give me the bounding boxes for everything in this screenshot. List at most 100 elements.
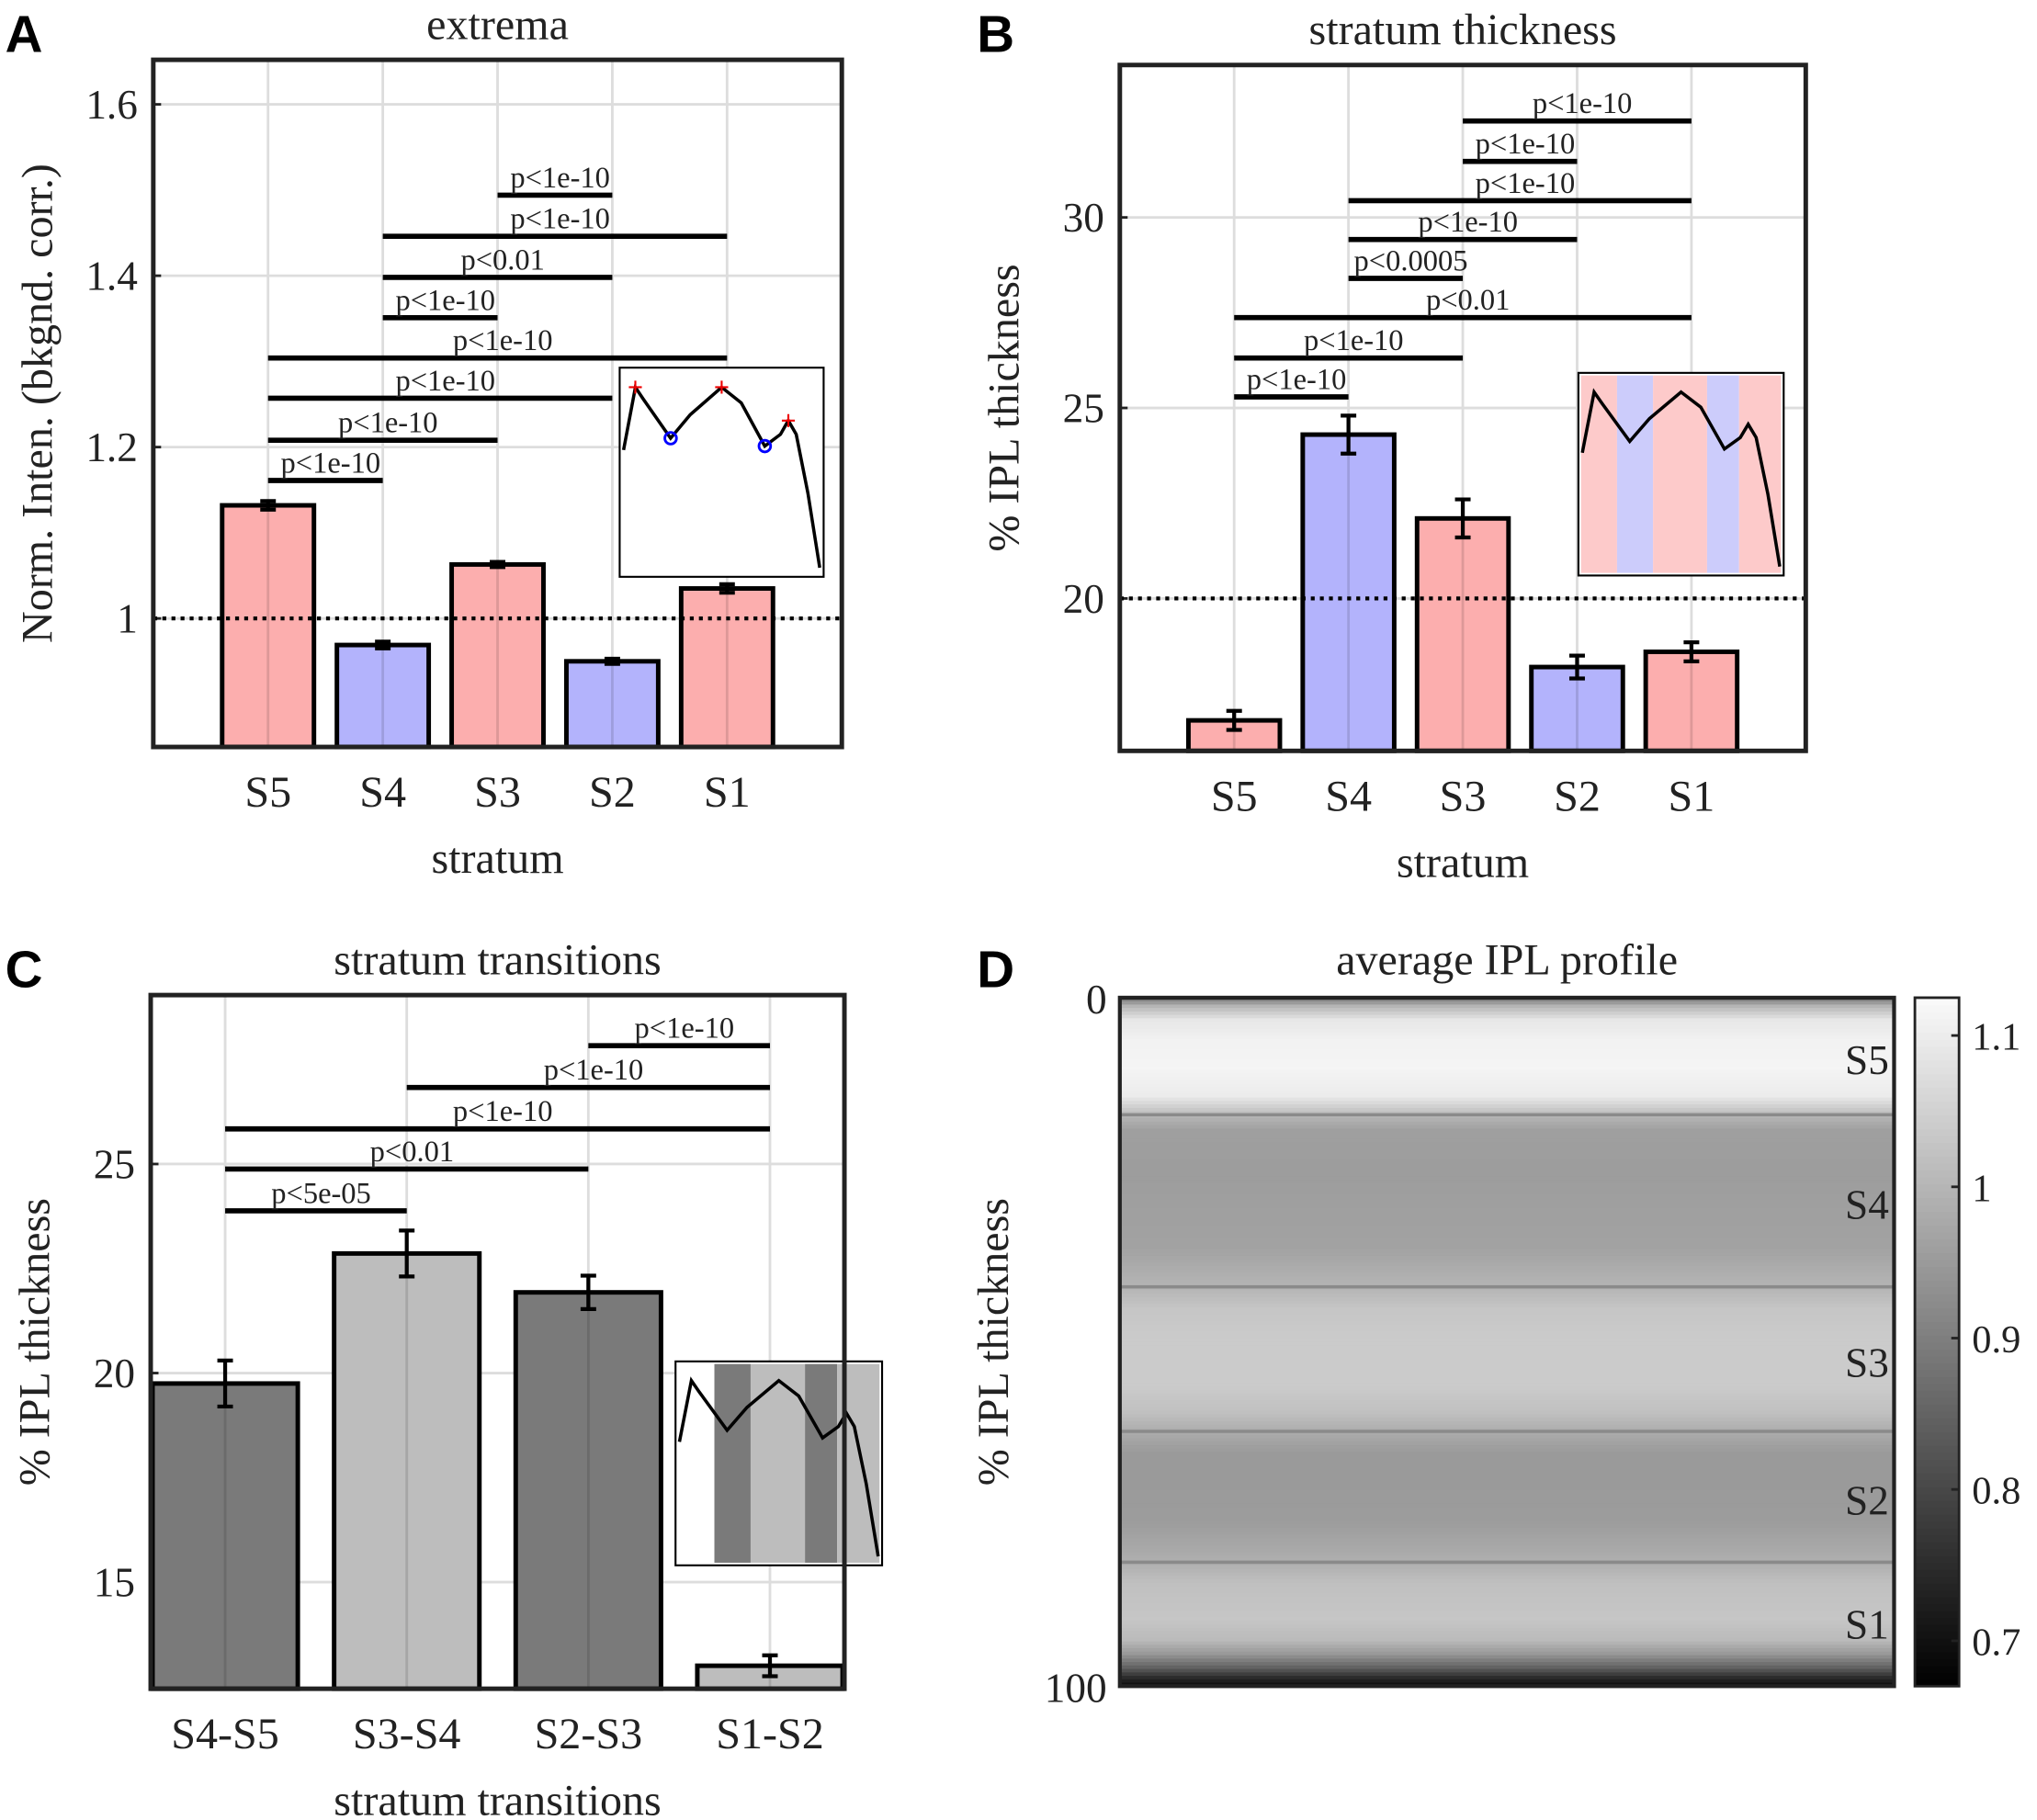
heatmap-row (1119, 1170, 1895, 1174)
heatmap-row (1119, 1180, 1895, 1185)
heatmap-row (1119, 1107, 1895, 1113)
colorbar-segment (1915, 1349, 1960, 1357)
colorbar-segment (1915, 1128, 1960, 1136)
heatmap-row (1119, 1035, 1895, 1040)
heatmap-row (1119, 1668, 1895, 1674)
heatmap-row (1119, 1173, 1895, 1178)
error-bar (1226, 708, 1242, 732)
heatmap-row (1119, 1059, 1895, 1064)
heatmap-row (1119, 1534, 1895, 1540)
heatmap-row (1119, 1651, 1895, 1656)
heatmap-row (1119, 1479, 1895, 1485)
heatmap-row (1119, 1541, 1895, 1546)
inset-profile-curve (677, 1376, 880, 1557)
heatmap-row (1119, 1489, 1895, 1495)
heatmap-row (1119, 1455, 1895, 1460)
colorbar-segment (1915, 1162, 1960, 1171)
heatmap-row (1119, 1376, 1895, 1381)
error-bar (719, 582, 735, 595)
colorbar-segment (1915, 1507, 1960, 1515)
y-axis-label: % IPL thickness (980, 264, 1029, 551)
x-tick-label: S1-S2 (716, 1710, 824, 1758)
y-tick-label: 20 (94, 1351, 135, 1396)
heatmap-row (1119, 1617, 1895, 1622)
colorbar-tick-label: 0.7 (1972, 1621, 2020, 1664)
colorbar-segment (1915, 1520, 1960, 1529)
colorbar-segment (1915, 1170, 1960, 1178)
stratum-label: S1 (1845, 1601, 1889, 1647)
colorbar-segment (1915, 1259, 1960, 1268)
heatmap-row (1119, 1493, 1895, 1498)
heatmap-row (1119, 1024, 1895, 1030)
heatmap-row (1119, 1038, 1895, 1044)
colorbar-segment (1915, 1589, 1960, 1598)
y-tick-label: 20 (1063, 576, 1104, 622)
heatmap-row (1119, 1613, 1895, 1619)
y-tick-label: 25 (1063, 386, 1104, 432)
colorbar-segment (1915, 1004, 1960, 1012)
colorbar-segment (1915, 1410, 1960, 1419)
heatmap-row (1119, 1648, 1895, 1653)
heatmap-row (1119, 1032, 1895, 1037)
colorbar-segment (1915, 1018, 1960, 1026)
heatmap-row (1119, 1159, 1895, 1164)
inset-stripe (1580, 375, 1617, 573)
heatmap-row (1119, 1162, 1895, 1168)
heatmap-row (1119, 1000, 1895, 1006)
colorbar-segment (1915, 1445, 1960, 1453)
heatmap-row (1119, 1593, 1895, 1598)
heatmap-row (1119, 1125, 1895, 1130)
x-tick-label: S4-S5 (171, 1710, 279, 1758)
heatmap-row (1119, 1369, 1895, 1374)
heatmap-row (1119, 1317, 1895, 1322)
heatmap-row (1119, 1249, 1895, 1254)
heatmap-row (1119, 1513, 1895, 1519)
heatmap-row (1119, 1658, 1895, 1663)
heatmap-row (1119, 1641, 1895, 1646)
x-tick-label: S3 (1440, 772, 1487, 820)
heatmap-row (1119, 1621, 1895, 1625)
heatmap-row (1119, 1207, 1895, 1213)
heatmap-row (1119, 1438, 1895, 1443)
heatmap-row (1119, 1434, 1895, 1440)
significance-label: p<0.01 (1426, 284, 1510, 317)
colorbar-segment (1915, 1610, 1960, 1619)
minimum-marker (663, 431, 678, 446)
heatmap-row (1119, 1262, 1895, 1268)
colorbar-segment (1915, 1300, 1960, 1309)
heatmap-row (1119, 1221, 1895, 1227)
heatmap-row (1119, 1056, 1895, 1061)
heatmap-row (1119, 1483, 1895, 1487)
colorbar-segment (1915, 1672, 1960, 1680)
significance-label: p<0.01 (370, 1136, 454, 1169)
heatmap-row (1119, 1603, 1895, 1608)
heatmap-row (1119, 1607, 1895, 1611)
colorbar-segment (1915, 1148, 1960, 1158)
colorbar-segment (1915, 1204, 1960, 1213)
heatmap-row (1119, 1414, 1895, 1419)
colorbar-segment (1915, 1252, 1960, 1260)
colorbar-segment (1915, 1596, 1960, 1605)
panel-d-average-ipl-profile: S5 S4 S3 S2 S1 0 100 average IPL profile % IPL t… (969, 935, 2020, 1711)
heatmap-row (1119, 1300, 1895, 1306)
error-bar (604, 656, 620, 666)
heatmap-row (1119, 1294, 1895, 1298)
heatmap-row (1119, 1128, 1895, 1133)
colorbar-segment (1915, 1114, 1960, 1123)
heatmap-row (1119, 1142, 1895, 1147)
heatmap-row (1119, 1238, 1895, 1243)
colorbar-segment (1915, 1073, 1960, 1081)
heatmap-row (1119, 1431, 1895, 1436)
colorbar-segment (1915, 1197, 1960, 1205)
heatmap-row (1119, 1093, 1895, 1099)
heatmap-row (1119, 1331, 1895, 1336)
colorbar-segment (1915, 1294, 1960, 1302)
colorbar-segment (1915, 1238, 1960, 1247)
heatmap-row (1119, 1063, 1895, 1068)
x-axis-label: stratum (431, 834, 563, 883)
heatmap-row (1119, 1135, 1895, 1140)
colorbar-segment (1915, 1390, 1960, 1398)
colorbar-segment (1915, 1623, 1960, 1633)
colorbar-segment (1915, 1121, 1960, 1130)
heatmap-row (1119, 1645, 1895, 1649)
